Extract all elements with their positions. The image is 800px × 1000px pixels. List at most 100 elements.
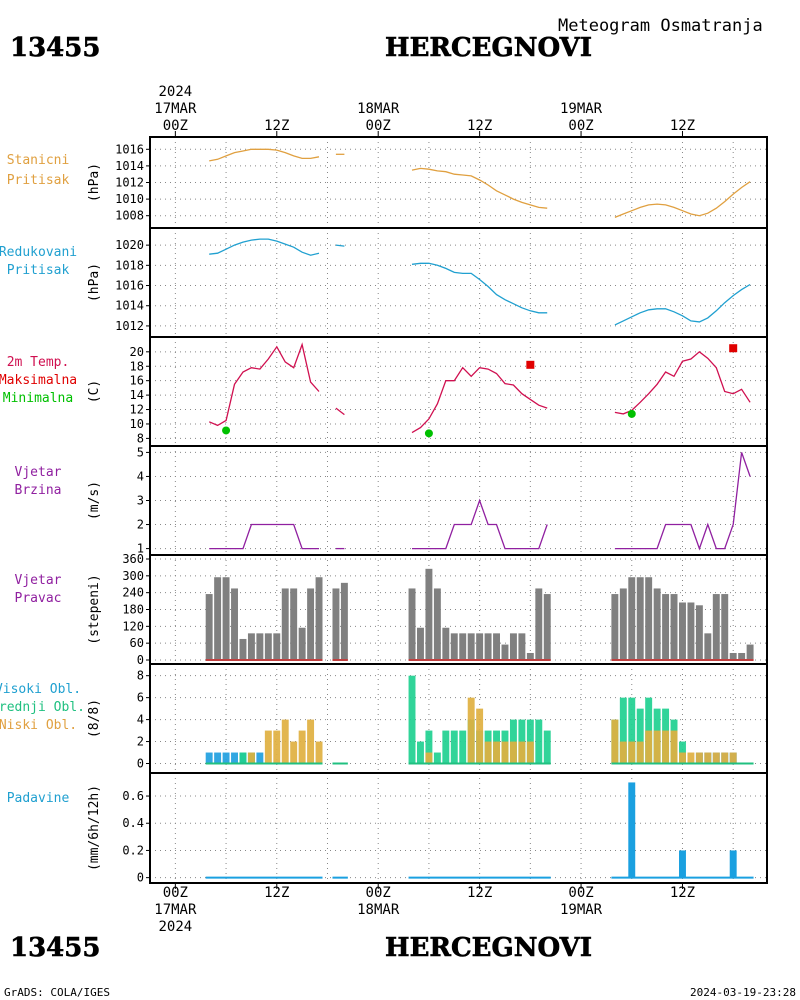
cloud-bar-mark [264, 730, 272, 764]
bar-mark [729, 850, 737, 878]
bar-mark [307, 588, 315, 660]
bar-mark [729, 652, 737, 660]
bar-mark [518, 633, 526, 660]
bar-mark [273, 633, 281, 660]
bar-mark [340, 582, 348, 660]
y-tick-label: 1016 [115, 142, 144, 156]
cloud-bar-mark [205, 752, 213, 764]
y-tick-label: 0.4 [122, 816, 144, 830]
panel-label: Brzina [15, 483, 62, 498]
station-name-bottom: HERCEGNOVI [385, 933, 592, 963]
y-tick-label: 12 [130, 403, 144, 417]
cloud-bar-mark [636, 708, 644, 764]
footer-credit: GrADS: COLA/IGES [4, 986, 110, 999]
cloud-bar-mark [526, 741, 534, 764]
cloud-bar-mark [290, 741, 298, 764]
panel-label: Pravac [15, 591, 62, 606]
panel-frame [149, 336, 768, 447]
y-tick-label: 8 [137, 431, 144, 445]
cloud-bar-mark [256, 752, 264, 764]
panel-frame [149, 227, 768, 338]
panel-label: Padavine [7, 791, 70, 806]
panel-clouds: 0 2 4 6 8 Visoki Obl. Srednji Obl. Niski Obl. (8… [0, 663, 768, 774]
panel-wind-speed: 1 2 3 4 5 Vjetar Brzina (m/s) [15, 445, 768, 556]
y-tick-label: 1 [137, 542, 144, 556]
y-tick-label: 2 [137, 518, 144, 532]
cloud-bar-mark [611, 719, 619, 764]
y-tick-label: 1012 [115, 176, 144, 190]
cloud-bar-mark [433, 752, 441, 764]
station-id-bottom: 13455 [10, 933, 100, 963]
y-axis-label: (hPa) [87, 163, 102, 202]
cloud-bar-mark [231, 752, 238, 764]
panel-label: Vjetar [15, 573, 62, 588]
cloud-bar-mark [222, 752, 230, 764]
bar-mark [281, 588, 289, 660]
bar-mark [459, 633, 467, 660]
panel-label: Stanicni [7, 153, 70, 168]
x-tick-label-bottom: 12Z [670, 885, 695, 901]
panel-label: 2m Temp. [7, 355, 70, 370]
bar-mark [628, 577, 636, 660]
bar-mark [247, 633, 255, 660]
series-line [411, 366, 548, 434]
bar-mark [619, 588, 627, 660]
y-tick-label: 16 [130, 374, 144, 388]
bar-mark [543, 594, 551, 660]
y-tick-label: 5 [137, 445, 144, 459]
cloud-bar-mark [273, 730, 281, 764]
cloud-bar-mark [653, 730, 661, 764]
panel-label: Redukovani [0, 245, 77, 260]
cloud-bar-mark [315, 741, 323, 764]
y-tick-label: 60 [130, 636, 144, 650]
y-tick-label: 0.6 [122, 789, 144, 803]
x-tick-label-top: 12Z [670, 118, 695, 134]
cloud-bar-mark [543, 730, 551, 764]
panel-frame [149, 772, 768, 884]
bar-mark [636, 577, 644, 660]
x-tick-label-top: 2024 [158, 84, 192, 100]
cloud-bar-mark [484, 741, 492, 764]
cloud-bar-mark [425, 752, 433, 764]
x-tick-label-bottom: 18MAR [357, 902, 400, 918]
bar-mark [417, 627, 424, 660]
bar-mark [679, 850, 686, 878]
cloud-bar-mark [619, 697, 627, 764]
x-tick-label-bottom: 2024 [158, 919, 192, 935]
panel-label: Pritisak [7, 173, 70, 188]
y-axis-label: (hPa) [87, 263, 102, 302]
y-tick-label: 4 [137, 469, 144, 483]
y-tick-label: 240 [122, 586, 144, 600]
time-axis-labels: 202417MAR00Z00Z17MAR202412Z12Z18MAR00Z00… [154, 84, 695, 935]
cloud-bar-mark [628, 741, 636, 764]
cloud-bar-mark [636, 741, 644, 764]
panel-label: Pritisak [7, 263, 70, 278]
bar-mark [679, 602, 686, 660]
series-line [208, 342, 320, 427]
cloud-bar-mark [670, 730, 678, 764]
cloud-bar-mark [298, 730, 306, 764]
panel-frame [149, 445, 768, 556]
min-temp-marker [627, 409, 636, 418]
cloud-bar-mark [281, 719, 289, 764]
cloud-bar-mark [239, 752, 247, 764]
y-tick-label: 20 [130, 345, 144, 359]
cloud-bar-mark [442, 730, 450, 764]
bar-mark [712, 594, 720, 660]
cloud-bar-mark [721, 752, 729, 764]
y-tick-label: 1020 [115, 238, 144, 252]
cloud-bar-mark [619, 741, 627, 764]
x-tick-label-bottom: 00Z [163, 885, 188, 901]
y-tick-label: 1018 [115, 258, 144, 272]
bar-mark [332, 588, 340, 660]
x-tick-label-top: 00Z [366, 118, 391, 134]
series-line [335, 244, 345, 247]
bar-mark [433, 588, 441, 660]
y-tick-label: 4 [137, 713, 144, 727]
panel-label: Visoki Obl. [0, 682, 81, 697]
cloud-bar-mark [687, 752, 695, 764]
max-temp-marker [526, 360, 535, 369]
cloud-bar-mark [679, 752, 686, 764]
